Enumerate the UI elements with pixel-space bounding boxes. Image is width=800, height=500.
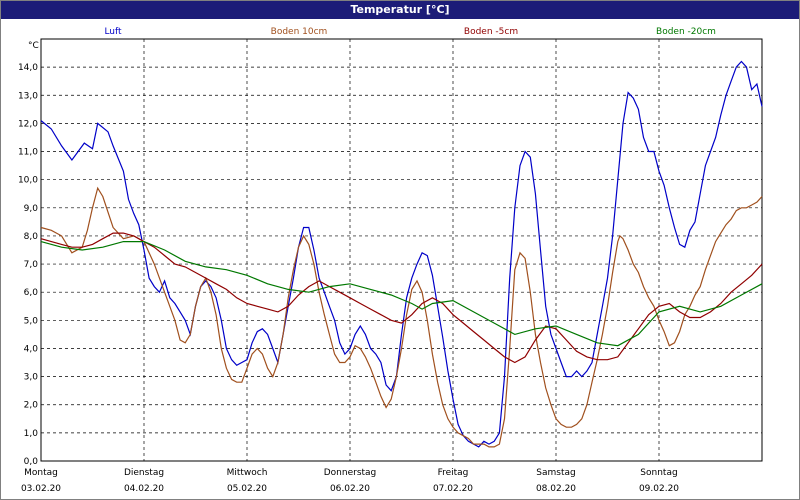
- x-tick-labels: Montag 03.02.20 Dienstag 04.02.20 Mittwoch 05…: [21, 468, 679, 494]
- series-lines: [40, 60, 763, 448]
- x-tick-day-label: Donnerstag: [324, 468, 377, 478]
- y-tick-label: 6,0: [24, 288, 39, 298]
- y-tick-label: 8,0: [24, 232, 39, 242]
- y-tick-label: 5,0: [24, 316, 39, 326]
- x-tick-date-label: 03.02.20: [21, 484, 61, 494]
- y-tick-label: 2,0: [24, 401, 39, 411]
- x-tick-date-label: 05.02.20: [227, 484, 267, 494]
- y-axis-unit-label: °C: [28, 41, 39, 51]
- y-tick-labels: 0,0 1,0 2,0 3,0 4,0 5,0 6,0 7,0 8,0 9,0 10,0 11,0 12…: [18, 63, 38, 467]
- x-tick-day-label: Dienstag: [124, 468, 164, 478]
- y-tick-label: 3,0: [24, 373, 39, 383]
- y-tick-label: 11,0: [18, 148, 38, 158]
- series-line-boden-5cm: [40, 232, 763, 364]
- x-tick-day-label: Samstag: [536, 468, 575, 478]
- axes: [40, 38, 763, 462]
- y-tick-label: 0,0: [24, 457, 39, 467]
- legend-entry: Boden 10cm: [271, 27, 328, 37]
- series-line-boden-10cm: [40, 186, 763, 448]
- legend: Luft Boden 10cm Boden -5cm Boden -20cm: [104, 27, 716, 37]
- x-tick-date-label: 07.02.20: [433, 484, 473, 494]
- legend-entry: Boden -20cm: [656, 27, 716, 37]
- chart-title: Temperatur [°C]: [1, 1, 799, 19]
- y-tick-label: 14,0: [18, 63, 38, 73]
- plot-frame: [40, 38, 763, 462]
- series-line-boden-20cm: [40, 241, 763, 347]
- x-tick-day-label: Sonntag: [640, 468, 677, 478]
- y-tick-label: 13,0: [18, 91, 38, 101]
- x-tick-date-label: 06.02.20: [330, 484, 370, 494]
- legend-entry: Boden -5cm: [464, 27, 518, 37]
- x-tick-date-label: 04.02.20: [124, 484, 164, 494]
- y-tick-label: 7,0: [24, 260, 39, 270]
- x-tick-date-label: 08.02.20: [536, 484, 576, 494]
- y-tick-label: 12,0: [18, 119, 38, 129]
- y-tick-label: 4,0: [24, 344, 39, 354]
- y-tick-label: 10,0: [18, 176, 38, 186]
- legend-entry: Luft: [104, 27, 122, 37]
- x-tick-day-label: Freitag: [438, 468, 469, 478]
- y-tick-label: 9,0: [24, 204, 39, 214]
- x-tick-day-label: Mittwoch: [227, 468, 268, 478]
- x-tick-day-label: Montag: [24, 468, 58, 478]
- grid: [41, 39, 762, 461]
- x-tick-date-label: 09.02.20: [639, 484, 679, 494]
- y-tick-label: 1,0: [24, 429, 39, 439]
- temperature-chart: °C 0,0 1,0 2,0 3,0 4,0 5,0 6,0 7,0 8,0 9,0 10,0 11,…: [18, 27, 763, 494]
